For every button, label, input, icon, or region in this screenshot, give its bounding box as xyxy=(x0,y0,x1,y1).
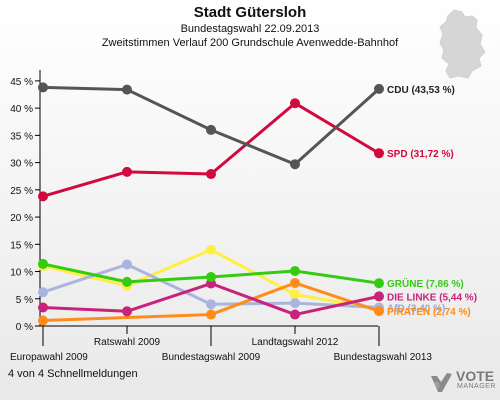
data-point-cdu[interactable] xyxy=(38,82,48,93)
y-tick-label: 45 % xyxy=(10,77,33,88)
y-tick-label: 15 % xyxy=(10,240,33,251)
chart-title: Stadt Gütersloh xyxy=(193,4,307,21)
series-label-gr-ne: GRÜNE (7,86 %) xyxy=(387,277,464,290)
data-point-afd[interactable] xyxy=(122,259,132,270)
data-point-die-linke[interactable] xyxy=(374,291,384,302)
data-point-piraten[interactable] xyxy=(290,277,300,288)
x-tick-label: Bundestagswahl 2013 xyxy=(334,352,433,363)
data-point-piraten[interactable] xyxy=(38,315,48,326)
chart-subtitle-election: Bundestagswahl 22.09.2013 xyxy=(180,23,320,35)
y-tick-label: 0 % xyxy=(16,322,33,333)
y-tick-label: 30 % xyxy=(10,159,33,170)
series-line-spd xyxy=(42,101,380,198)
x-tick-label: Landtagswahl 2012 xyxy=(252,337,339,348)
data-point-spd[interactable] xyxy=(206,169,216,180)
series-gr-ne xyxy=(38,258,384,289)
data-point-spd[interactable] xyxy=(374,148,384,159)
data-point-die-linke[interactable] xyxy=(38,302,48,313)
data-point-gr-ne[interactable] xyxy=(374,278,384,289)
series-layer xyxy=(38,82,384,326)
y-tick-label: 25 % xyxy=(10,186,33,197)
data-point-cdu[interactable] xyxy=(290,159,300,170)
data-point-gr-ne[interactable] xyxy=(290,265,300,276)
data-point-afd[interactable] xyxy=(206,299,216,310)
x-tick-label: Europawahl 2009 xyxy=(10,352,88,363)
germany-map-icon xyxy=(439,9,486,79)
data-point-cdu[interactable] xyxy=(206,124,216,135)
logo-word-vote: VOTE xyxy=(456,368,495,384)
data-point-cdu[interactable] xyxy=(374,83,384,94)
data-point-die-linke[interactable] xyxy=(122,306,132,317)
data-point-afd[interactable] xyxy=(38,287,48,298)
y-tick-label: 35 % xyxy=(10,131,33,142)
data-point-gr-ne[interactable] xyxy=(122,276,132,287)
series-afd xyxy=(38,259,384,313)
data-point-spd[interactable] xyxy=(122,166,132,177)
x-tick-label: Bundestagswahl 2009 xyxy=(162,352,261,363)
x-tick-label: Ratswahl 2009 xyxy=(94,337,161,348)
y-tick-label: 20 % xyxy=(10,213,33,224)
data-point-fdp[interactable] xyxy=(206,244,216,255)
y-tick-label: 5 % xyxy=(16,295,33,306)
data-point-spd[interactable] xyxy=(38,191,48,202)
data-point-piraten[interactable] xyxy=(206,309,216,320)
data-point-afd[interactable] xyxy=(290,298,300,309)
series-label-cdu: CDU (43,53 %) xyxy=(387,85,455,96)
data-point-spd[interactable] xyxy=(290,98,300,109)
data-point-cdu[interactable] xyxy=(122,84,132,95)
data-point-gr-ne[interactable] xyxy=(206,271,216,282)
logo-word-manager: MANAGER xyxy=(457,383,496,390)
chart-subtitle-district: Zweitstimmen Verlauf 200 Grundschule Ave… xyxy=(101,37,399,49)
ballot-check-icon xyxy=(431,373,452,392)
series-label-piraten: PIRATEN (2,74 %) xyxy=(387,307,471,318)
y-tick-label: 40 % xyxy=(10,104,33,115)
y-tick-label: 10 % xyxy=(10,268,33,279)
chart-header: Stadt Gütersloh Bundestagswahl 22.09.201… xyxy=(0,0,500,50)
y-axis-ticks: 0 % 5 % 10 % 15 % 20 % 25 % 30 % 35 % 40 % 45 % xyxy=(10,77,40,333)
data-point-gr-ne[interactable] xyxy=(38,258,48,269)
series-label-afd: AfD (3,40 %) xyxy=(387,303,445,314)
data-point-fdp[interactable] xyxy=(290,289,300,300)
data-point-die-linke[interactable] xyxy=(290,309,300,320)
series-label-spd: SPD (31,72 %) xyxy=(387,149,454,160)
series-labels: CDU (43,53 %) SPD (31,72 %) GRÜNE (7,86 %)… xyxy=(387,85,477,318)
report-count-note: 4 von 4 Schnellmeldungen xyxy=(8,368,138,380)
series-label-die-linke: DIE LINKE (5,44 %) xyxy=(387,292,477,303)
votemanager-logo: VOTE MANAGER xyxy=(428,366,498,398)
data-point-piraten[interactable] xyxy=(374,306,384,317)
series-spd xyxy=(38,98,384,202)
series-cdu xyxy=(38,82,384,170)
